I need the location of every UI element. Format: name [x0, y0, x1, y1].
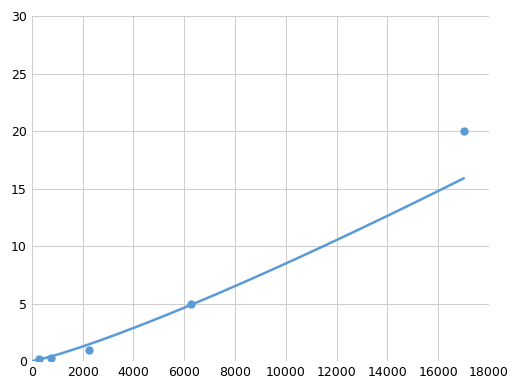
Point — [85, 346, 93, 353]
Point — [186, 300, 194, 307]
Point — [459, 128, 467, 134]
Point — [47, 355, 55, 361]
Point — [35, 356, 44, 362]
